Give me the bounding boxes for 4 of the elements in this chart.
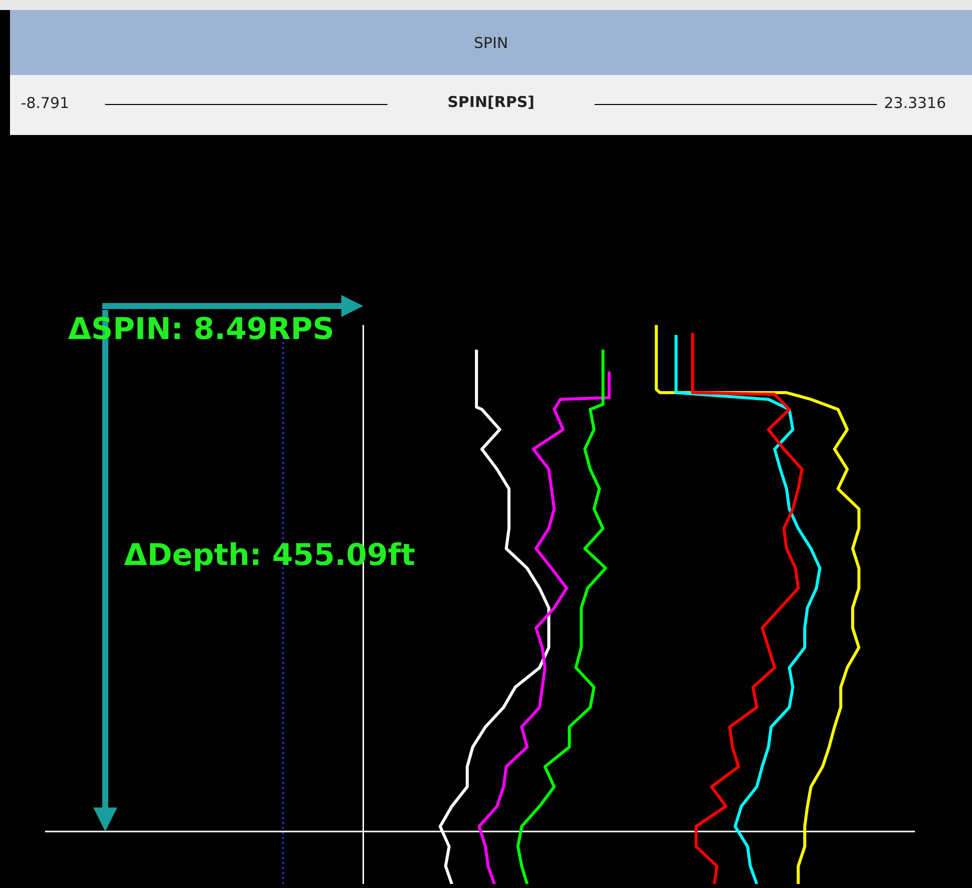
x-tick-label: 23.3316 — [884, 94, 946, 112]
chart-title: SPIN — [10, 10, 972, 75]
x-tick-label: -8.791 — [20, 94, 70, 112]
x-axis-title: SPIN[RPS] — [388, 93, 594, 111]
